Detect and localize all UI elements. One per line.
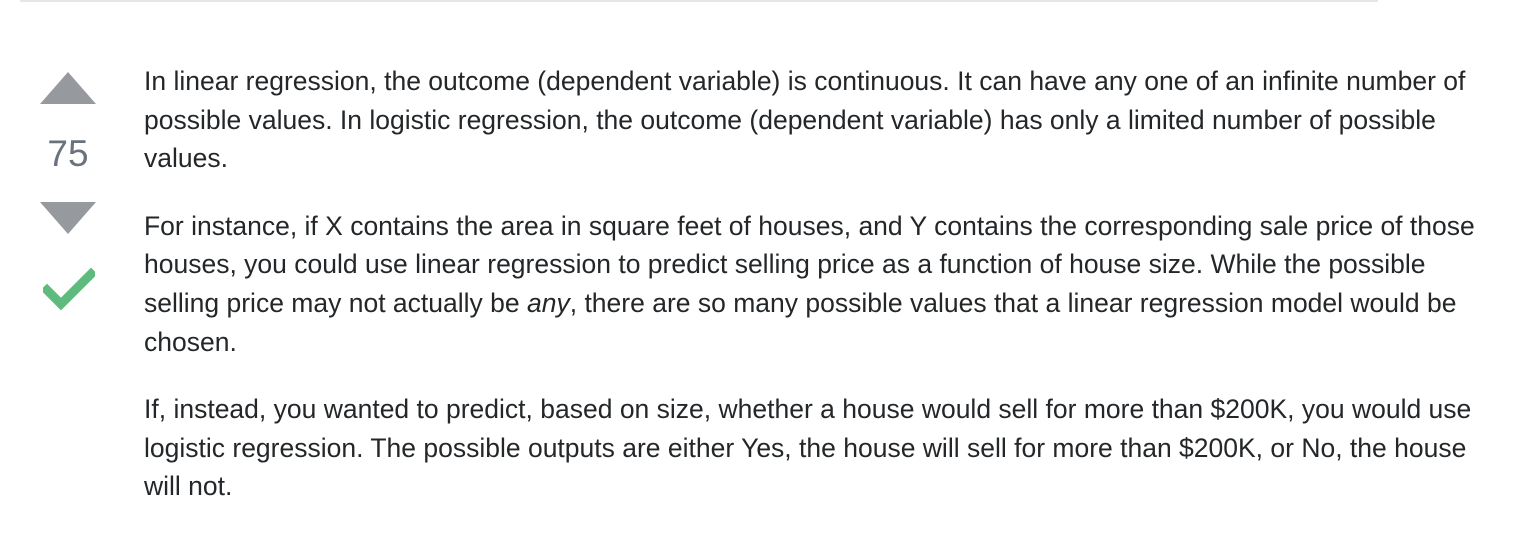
answer-paragraph-3: If, instead, you wanted to predict, base… xyxy=(144,394,1472,502)
paragraph-text: For instance, if X contains the area in … xyxy=(144,210,1475,318)
downvote-button[interactable] xyxy=(38,200,98,236)
emphasized-word: any xyxy=(526,287,570,318)
top-divider xyxy=(20,0,1378,2)
paragraph-text: , there are so many possible values that… xyxy=(144,287,1457,357)
checkmark-icon xyxy=(40,267,98,311)
downvote-triangle-icon xyxy=(40,202,96,234)
answer-body: In linear regression, the outcome (depen… xyxy=(144,62,1484,535)
upvote-button[interactable] xyxy=(38,70,98,106)
answer-paragraph-1: In linear regression, the outcome (depen… xyxy=(144,66,1466,174)
upvote-triangle-icon xyxy=(40,72,96,104)
answer-paragraph-2: For instance, if X contains the area in … xyxy=(144,207,1484,361)
accepted-answer-indicator xyxy=(40,267,98,312)
vote-count: 75 xyxy=(47,133,89,174)
